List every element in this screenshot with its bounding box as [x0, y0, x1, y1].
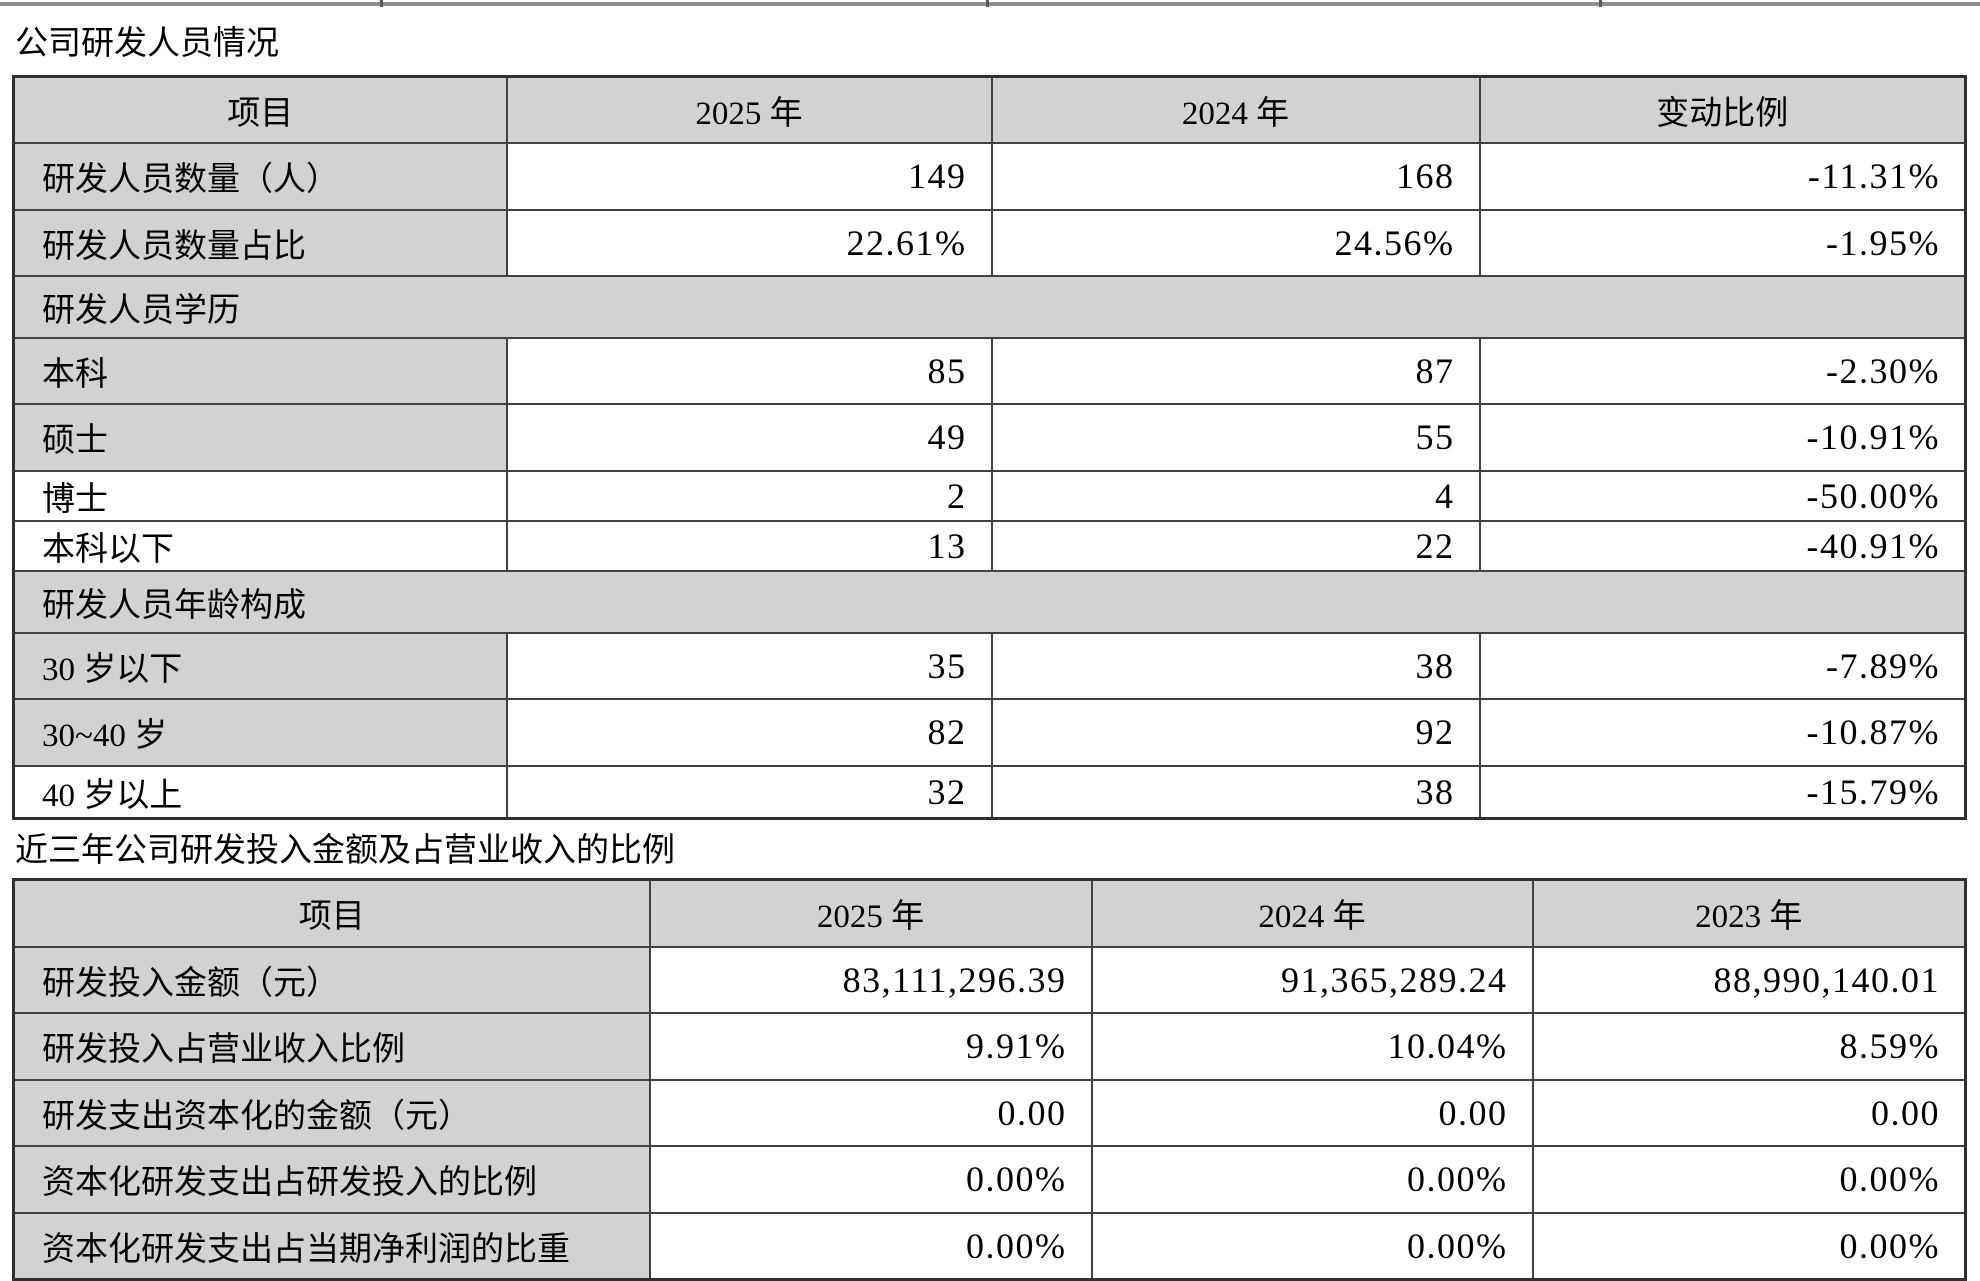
value-cell: 13: [505, 519, 993, 572]
column-header-2023: 2023 年: [1531, 878, 1967, 948]
column-header-item: 项目: [12, 878, 651, 948]
value-cell: 168: [990, 141, 1481, 211]
value-cell: 32: [505, 764, 993, 820]
table-row: 30~40 岁 82 92 -10.87%: [12, 697, 1967, 767]
value-cell: -7.89%: [1478, 631, 1967, 700]
value-cell: 0.00%: [648, 1144, 1093, 1214]
table-row: 研发支出资本化的金额（元） 0.00 0.00 0.00: [12, 1078, 1967, 1147]
row-label-cell: 研发投入占营业收入比例: [12, 1011, 651, 1081]
row-label-cell: 30 岁以下: [12, 631, 508, 700]
table-row: 本科以下 13 22 -40.91%: [12, 519, 1967, 572]
value-cell: 85: [505, 336, 993, 405]
table-row: 研发人员数量（人） 149 168 -11.31%: [12, 141, 1967, 211]
value-cell: 8.59%: [1531, 1011, 1967, 1081]
table2-title: 近三年公司研发投入金额及占营业收入的比例: [15, 833, 675, 869]
rd-investment-table: 项目 2025 年 2024 年 2023 年 研发投入金额（元） 83,111…: [12, 878, 1967, 1281]
value-cell: 38: [990, 631, 1481, 700]
table-row: 研发投入金额（元） 83,111,296.39 91,365,289.24 88…: [12, 945, 1967, 1014]
value-cell: 0.00: [648, 1078, 1093, 1147]
column-header-2025: 2025 年: [648, 878, 1093, 948]
value-cell: 24.56%: [990, 208, 1481, 277]
row-label-cell: 研发人员数量（人）: [12, 141, 508, 211]
value-cell: 0.00%: [1531, 1144, 1967, 1214]
value-cell: 35: [505, 631, 993, 700]
row-label-cell: 硕士: [12, 402, 508, 472]
value-cell: 38: [990, 764, 1481, 820]
row-label-cell: 本科以下: [12, 519, 508, 572]
value-cell: -2.30%: [1478, 336, 1967, 405]
table1-title: 公司研发人员情况: [15, 26, 279, 62]
value-cell: 0.00%: [648, 1211, 1093, 1281]
previous-table-remnant: [0, 0, 1980, 9]
value-cell: 82: [505, 697, 993, 767]
table-row: 研发投入占营业收入比例 9.91% 10.04% 8.59%: [12, 1011, 1967, 1081]
value-cell: 2: [505, 469, 993, 522]
value-cell: 10.04%: [1090, 1011, 1534, 1081]
value-cell: -15.79%: [1478, 764, 1967, 820]
section-label-cell: 研发人员年龄构成: [12, 569, 1967, 634]
row-label-cell: 本科: [12, 336, 508, 405]
value-cell: 149: [505, 141, 993, 211]
value-cell: -40.91%: [1478, 519, 1967, 572]
value-cell: -10.91%: [1478, 402, 1967, 472]
value-cell: 4: [990, 469, 1481, 522]
value-cell: 92: [990, 697, 1481, 767]
row-label-cell: 资本化研发支出占研发投入的比例: [12, 1144, 651, 1214]
remnant-column-border: [1599, 0, 1602, 7]
value-cell: 22: [990, 519, 1481, 572]
row-label-cell: 资本化研发支出占当期净利润的比重: [12, 1211, 651, 1281]
value-cell: 22.61%: [505, 208, 993, 277]
section-label-cell: 研发人员学历: [12, 274, 1967, 339]
row-label-cell: 研发人员数量占比: [12, 208, 508, 277]
table-row: 研发人员数量占比 22.61% 24.56% -1.95%: [12, 208, 1967, 277]
table-row: 资本化研发支出占研发投入的比例 0.00% 0.00% 0.00%: [12, 1144, 1967, 1214]
row-label-cell: 30~40 岁: [12, 697, 508, 767]
value-cell: 0.00: [1090, 1078, 1534, 1147]
table-row: 40 岁以上 32 38 -15.79%: [12, 764, 1967, 820]
value-cell: 49: [505, 402, 993, 472]
column-header-2025: 2025 年: [505, 75, 993, 144]
column-header-2024: 2024 年: [990, 75, 1481, 144]
table-row: 本科 85 87 -2.30%: [12, 336, 1967, 405]
value-cell: 83,111,296.39: [648, 945, 1093, 1014]
table-row: 资本化研发支出占当期净利润的比重 0.00% 0.00% 0.00%: [12, 1211, 1967, 1281]
value-cell: 91,365,289.24: [1090, 945, 1534, 1014]
value-cell: 55: [990, 402, 1481, 472]
row-label-cell: 40 岁以上: [12, 764, 508, 820]
value-cell: 88,990,140.01: [1531, 945, 1967, 1014]
document-content: 公司研发人员情况 项目 2025 年 2024 年 变动比例 研发人员数量（人）…: [0, 26, 1980, 1281]
row-label-cell: 研发投入金额（元）: [12, 945, 651, 1014]
value-cell: -10.87%: [1478, 697, 1967, 767]
table-row: 博士 2 4 -50.00%: [12, 469, 1967, 522]
column-header-change-ratio: 变动比例: [1478, 75, 1967, 144]
value-cell: -50.00%: [1478, 469, 1967, 522]
section-row: 研发人员学历: [12, 274, 1967, 339]
value-cell: 0.00: [1531, 1078, 1967, 1147]
rd-personnel-table: 项目 2025 年 2024 年 变动比例 研发人员数量（人） 149 168 …: [12, 75, 1967, 820]
value-cell: -1.95%: [1478, 208, 1967, 277]
table-header-row: 项目 2025 年 2024 年 变动比例: [12, 75, 1967, 144]
column-header-2024: 2024 年: [1090, 878, 1534, 948]
row-label-cell: 博士: [12, 469, 508, 522]
value-cell: 0.00%: [1531, 1211, 1967, 1281]
value-cell: 0.00%: [1090, 1211, 1534, 1281]
row-label-cell: 研发支出资本化的金额（元）: [12, 1078, 651, 1147]
value-cell: -11.31%: [1478, 141, 1967, 211]
table-row: 30 岁以下 35 38 -7.89%: [12, 631, 1967, 700]
value-cell: 0.00%: [1090, 1144, 1534, 1214]
remnant-border-line: [0, 2, 1980, 6]
table-header-row: 项目 2025 年 2024 年 2023 年: [12, 878, 1967, 948]
remnant-column-border: [380, 0, 383, 7]
column-header-item: 项目: [12, 75, 508, 144]
value-cell: 87: [990, 336, 1481, 405]
table-row: 硕士 49 55 -10.91%: [12, 402, 1967, 472]
section-row: 研发人员年龄构成: [12, 569, 1967, 634]
value-cell: 9.91%: [648, 1011, 1093, 1081]
remnant-column-border: [986, 0, 989, 7]
